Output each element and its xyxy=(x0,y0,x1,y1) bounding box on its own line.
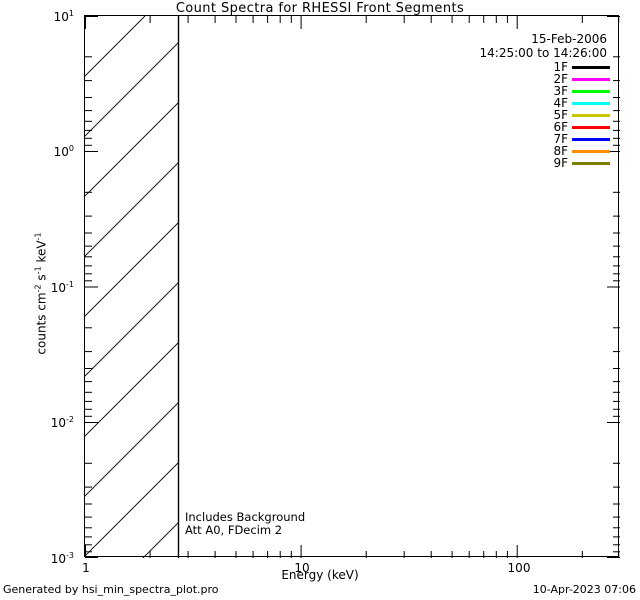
hatched-region xyxy=(85,16,179,558)
x-axis-ticks xyxy=(85,16,620,558)
legend-swatch-8f xyxy=(572,149,610,153)
footer-timestamp: 10-Apr-2023 07:06 xyxy=(532,583,636,596)
y-tick-label-1em3: 10-3 xyxy=(50,551,74,566)
y-axis-ticks xyxy=(85,16,620,558)
legend-item-5f[interactable]: 5F xyxy=(430,109,610,121)
legend: 15-Feb-2006 14:25:00 to 14:26:00 1F 2F 3… xyxy=(430,32,610,169)
y-tick-label-1em2: 10-2 xyxy=(50,415,74,430)
legend-item-4f[interactable]: 4F xyxy=(430,97,610,109)
legend-item-1f[interactable]: 1F xyxy=(430,61,610,73)
plot-annotation: Includes Background Att A0, FDecim 2 xyxy=(185,511,305,537)
legend-date: 15-Feb-2006 xyxy=(531,32,607,46)
legend-label-2f: 2F xyxy=(553,72,568,86)
legend-swatch-4f xyxy=(572,101,610,105)
x-axis-title: Energy (keV) xyxy=(281,568,359,582)
legend-label-8f: 8F xyxy=(553,144,568,158)
legend-label-7f: 7F xyxy=(553,132,568,146)
legend-swatch-9f xyxy=(572,161,610,165)
legend-item-8f[interactable]: 8F xyxy=(430,145,610,157)
legend-label-6f: 6F xyxy=(553,120,568,134)
x-tick-label-1: 1 xyxy=(82,561,90,575)
legend-item-3f[interactable]: 3F xyxy=(430,85,610,97)
y-tick-label-1e0: 100 xyxy=(53,144,74,159)
legend-item-2f[interactable]: 2F xyxy=(430,73,610,85)
legend-label-4f: 4F xyxy=(553,96,568,110)
y-tick-label-1em1: 10-1 xyxy=(50,280,74,295)
plot-canvas xyxy=(85,16,620,558)
legend-swatch-3f xyxy=(572,89,610,93)
legend-swatch-7f xyxy=(572,137,610,141)
plot-area: Includes Background Att A0, FDecim 2 xyxy=(84,15,620,558)
legend-label-5f: 5F xyxy=(553,108,568,122)
legend-swatch-2f xyxy=(572,77,610,81)
legend-item-6f[interactable]: 6F xyxy=(430,121,610,133)
legend-item-9f[interactable]: 9F xyxy=(430,157,610,169)
page-title: Count Spectra for RHESSI Front Segments xyxy=(175,1,465,16)
legend-label-9f: 9F xyxy=(553,156,568,170)
y-tick-label-1e1: 101 xyxy=(53,9,74,24)
legend-label-3f: 3F xyxy=(553,84,568,98)
x-tick-label-10: 10 xyxy=(294,561,310,575)
legend-item-7f[interactable]: 7F xyxy=(430,133,610,145)
legend-swatch-6f xyxy=(572,125,610,129)
footer-generator: Generated by hsi_min_spectra_plot.pro xyxy=(3,583,219,596)
legend-entries: 1F 2F 3F 4F 5F 6F xyxy=(430,61,610,169)
legend-label-1f: 1F xyxy=(553,60,568,74)
y-axis-title: counts cm-2 s-1 keV-1 xyxy=(33,232,49,355)
x-tick-label-100: 100 xyxy=(507,561,531,575)
legend-swatch-5f xyxy=(572,113,610,117)
annotation-line-2: Att A0, FDecim 2 xyxy=(185,523,283,537)
annotation-line-1: Includes Background xyxy=(185,510,306,524)
legend-swatch-1f xyxy=(572,65,610,69)
legend-time-range: 14:25:00 to 14:26:00 xyxy=(479,46,607,60)
